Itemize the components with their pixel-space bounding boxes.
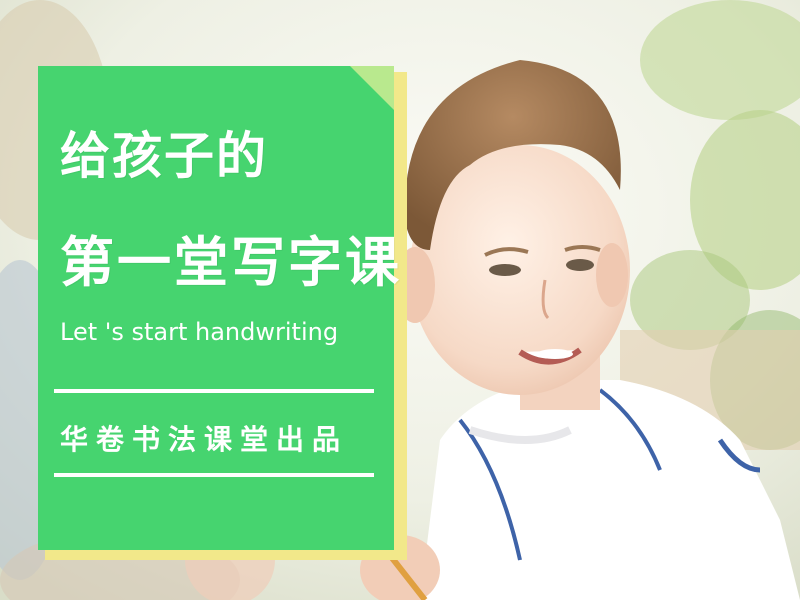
- title-line-1: 给孩子的: [60, 127, 268, 185]
- divider-bottom: [54, 473, 374, 477]
- brand-line: 华卷书法课堂出品: [60, 423, 349, 456]
- divider-top: [54, 389, 374, 393]
- subtitle: Let 's start handwriting: [60, 318, 339, 346]
- title-card: [38, 66, 394, 550]
- title-line-2: 第一堂写字课: [60, 231, 402, 294]
- card-corner-fold: [350, 66, 394, 110]
